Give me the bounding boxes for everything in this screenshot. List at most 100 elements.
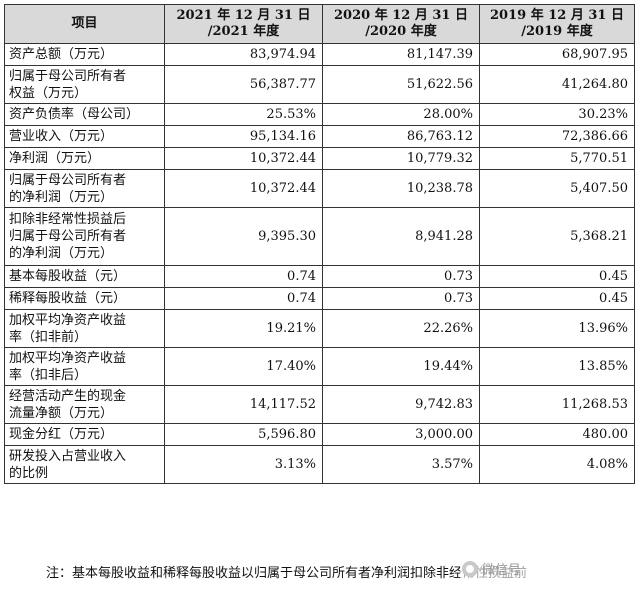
table-row: 研发投入占营业收入 的比例 3.13% 3.57% 4.08% (4, 445, 635, 484)
table-row: 基本每股收益（元） 0.74 0.73 0.45 (4, 265, 635, 288)
value-cell: 10,238.78 (322, 169, 480, 208)
header-2021-line1: 2021 年 12 月 31 日 (176, 8, 311, 23)
header-2020: 2020 年 12 月 31 日/2020 年度 (322, 4, 480, 44)
row-label-line: 现金分红（万元） (9, 427, 114, 442)
row-label-line: 扣除非经常性损益后 (9, 212, 127, 227)
row-label: 研发投入占营业收入 的比例 (4, 445, 165, 484)
row-label-line: 加权平均净资产收益 (9, 350, 127, 366)
row-label: 经营活动产生的现金 流量净额（万元） (4, 385, 165, 424)
table-row: 扣除非经常性损益后 归属于母公司所有者 的净利润（万元） 9,395.30 8,941.… (4, 207, 635, 266)
value-cell: 5,770.51 (479, 147, 635, 170)
value-cell: 8,941.28 (322, 207, 480, 266)
row-label-line: 归属于母公司所有者 (9, 68, 127, 84)
table-body: 资产总额（万元） 83,974.94 81,147.39 68,907.95 归属于母公… (4, 43, 635, 484)
table-row: 现金分红（万元） 5,596.80 3,000.00 480.00 (4, 423, 635, 446)
row-label-line: 的净利润（万元） (9, 246, 114, 261)
value-cell: 0.74 (164, 287, 323, 310)
value-cell: 30.23% (479, 103, 635, 126)
value-cell: 10,779.32 (322, 147, 480, 170)
row-label-line: 率（扣非后） (9, 367, 88, 383)
row-label-line: 归属于母公司所有者 (9, 229, 127, 244)
value-cell: 28.00% (322, 103, 480, 126)
footnote: 注：基本每股收益和稀释每股收益以归属于母公司所有者净利润扣除非经常性损益前 (46, 566, 528, 581)
value-cell: 0.45 (479, 265, 635, 288)
header-2021: 2021 年 12 月 31 日/2021 年度 (164, 4, 323, 44)
table-row: 归属于母公司所有者 权益（万元） 56,387.77 51,622.56 41,264.… (4, 65, 635, 104)
row-label-line: 权益（万元） (9, 85, 88, 101)
row-label-line: 的比例 (9, 465, 49, 481)
wechat-icon (462, 560, 478, 577)
value-cell: 51,622.56 (322, 65, 480, 104)
row-label: 扣除非经常性损益后 归属于母公司所有者 的净利润（万元） (4, 207, 165, 266)
row-label-line: 营业收入（万元） (9, 129, 114, 144)
table-header-row: 项目 2021 年 12 月 31 日/2021 年度 2020 年 12 月 … (4, 4, 635, 44)
table-row: 归属于母公司所有者 的净利润（万元） 10,372.44 10,238.78 5,407… (4, 169, 635, 208)
table-row: 经营活动产生的现金 流量净额（万元） 14,117.52 9,742.83 11,268… (4, 385, 635, 424)
table-row: 资产总额（万元） 83,974.94 81,147.39 68,907.95 (4, 43, 635, 66)
row-label: 加权平均净资产收益 率（扣非后） (4, 347, 165, 386)
row-label: 资产总额（万元） (4, 43, 165, 66)
row-label: 归属于母公司所有者 权益（万元） (4, 65, 165, 104)
value-cell: 14,117.52 (164, 385, 323, 424)
value-cell: 9,742.83 (322, 385, 480, 424)
value-cell: 9,395.30 (164, 207, 323, 266)
value-cell: 0.74 (164, 265, 323, 288)
header-2019: 2019 年 12 月 31 日/2019 年度 (479, 4, 635, 44)
row-label: 基本每股收益（元） (4, 265, 165, 288)
row-label: 净利润（万元） (4, 147, 165, 170)
value-cell: 0.73 (322, 287, 480, 310)
row-label: 稀释每股收益（元） (4, 287, 165, 310)
row-label-line: 研发投入占营业收入 (9, 448, 127, 464)
header-2020-line1: 2020 年 12 月 31 日 (334, 8, 468, 23)
financial-table-container: 项目 2021 年 12 月 31 日/2021 年度 2020 年 12 月 … (4, 4, 635, 484)
value-cell: 11,268.53 (479, 385, 635, 424)
value-cell: 22.26% (322, 309, 480, 348)
table-row: 加权平均净资产收益 率（扣非前） 19.21% 22.26% 13.96% (4, 309, 635, 348)
row-label-line: 归属于母公司所有者 (9, 172, 127, 188)
row-label-line: 加权平均净资产收益 (9, 312, 127, 328)
row-label: 加权平均净资产收益 率（扣非前） (4, 309, 165, 348)
value-cell: 10,372.44 (164, 147, 323, 170)
value-cell: 19.44% (322, 347, 480, 386)
value-cell: 56,387.77 (164, 65, 323, 104)
table-row: 资产负债率（母公司） 25.53% 28.00% 30.23% (4, 103, 635, 126)
row-label-line: 稀释每股收益（元） (9, 291, 127, 306)
value-cell: 13.85% (479, 347, 635, 386)
value-cell: 25.53% (164, 103, 323, 126)
watermark-text: 微信号 (482, 563, 522, 578)
value-cell: 4.08% (479, 445, 635, 484)
row-label-line: 的净利润（万元） (9, 189, 114, 205)
header-item-text: 项目 (71, 16, 98, 31)
value-cell: 19.21% (164, 309, 323, 348)
row-label: 现金分红（万元） (4, 423, 165, 446)
financial-data-table: 项目 2021 年 12 月 31 日/2021 年度 2020 年 12 月 … (4, 4, 635, 484)
header-2019-line2: /2019 年度 (521, 24, 593, 39)
value-cell: 81,147.39 (322, 43, 480, 66)
table-row: 营业收入（万元） 95,134.16 86,763.12 72,386.66 (4, 125, 635, 148)
value-cell: 95,134.16 (164, 125, 323, 148)
row-label-line: 经营活动产生的现金 (9, 388, 127, 404)
header-2021-line2: /2021 年度 (207, 24, 280, 39)
value-cell: 3.57% (322, 445, 480, 484)
row-label: 资产负债率（母公司） (4, 103, 165, 126)
value-cell: 10,372.44 (164, 169, 323, 208)
value-cell: 72,386.66 (479, 125, 635, 148)
row-label-line: 资产总额（万元） (9, 47, 114, 62)
value-cell: 3.13% (164, 445, 323, 484)
row-label-line: 基本每股收益（元） (9, 269, 127, 284)
row-label-line: 率（扣非前） (9, 329, 88, 345)
value-cell: 5,368.21 (479, 207, 635, 266)
value-cell: 68,907.95 (479, 43, 635, 66)
table-row: 稀释每股收益（元） 0.74 0.73 0.45 (4, 287, 635, 310)
value-cell: 41,264.80 (479, 65, 635, 104)
row-label: 归属于母公司所有者 的净利润（万元） (4, 169, 165, 208)
value-cell: 13.96% (479, 309, 635, 348)
value-cell: 0.73 (322, 265, 480, 288)
row-label-line: 资产负债率（母公司） (9, 107, 140, 122)
header-item: 项目 (4, 4, 165, 44)
header-2019-line1: 2019 年 12 月 31 日 (490, 8, 624, 23)
value-cell: 17.40% (164, 347, 323, 386)
value-cell: 86,763.12 (322, 125, 480, 148)
row-label: 营业收入（万元） (4, 125, 165, 148)
value-cell: 5,596.80 (164, 423, 323, 446)
